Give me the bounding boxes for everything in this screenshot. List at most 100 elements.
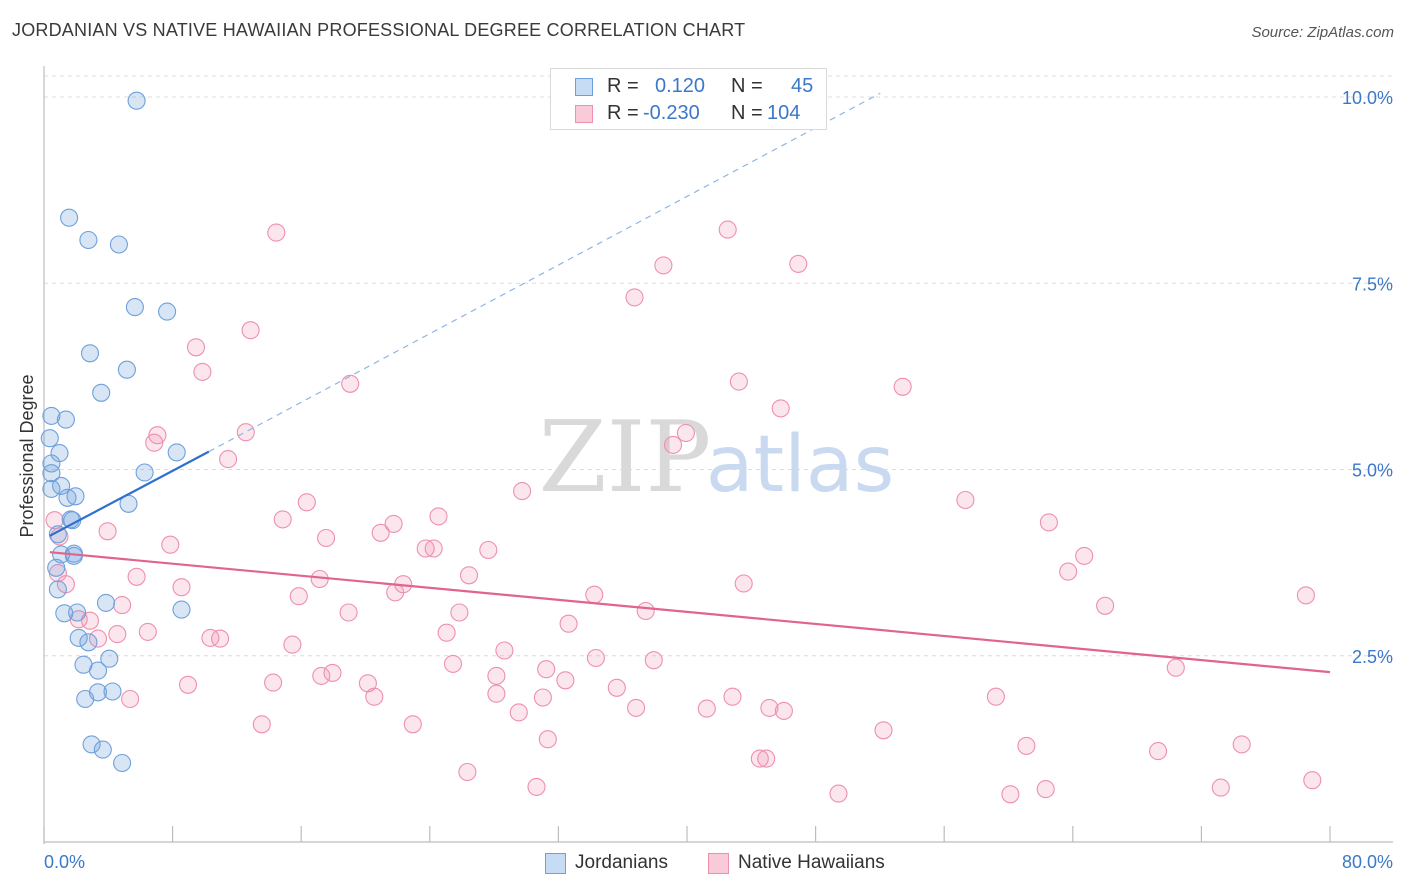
native-hawaiian-point (729, 372, 748, 391)
legend-n-label: N = (731, 75, 763, 97)
native-hawaiian-point (161, 535, 180, 554)
native-hawaiian-point (1036, 780, 1055, 799)
native-hawaiian-point (789, 254, 808, 273)
native-hawaiian-point (1001, 785, 1020, 804)
native-hawaiian-point (219, 450, 238, 469)
jordanian-point (172, 600, 191, 619)
native-hawaiian-point (487, 684, 506, 703)
native-hawaiian-point (450, 603, 469, 622)
jordanian-point (68, 603, 87, 622)
native-hawaiian-point (663, 435, 683, 454)
jordanian-point (117, 360, 136, 379)
native-hawaiian-point (718, 220, 737, 239)
correlation-legend: R = 0.120 N = 45 R = -0.230 N = 104 (550, 68, 827, 130)
native-hawaiian-point (145, 433, 164, 452)
native-hawaiian-point (98, 522, 117, 541)
jordanian-point (60, 208, 79, 227)
watermark-atlas: atlas (706, 420, 895, 510)
native-hawaiian-point (986, 687, 1005, 706)
y-axis-label: Professional Degree (17, 374, 37, 537)
native-hawaiian-point (312, 666, 331, 685)
native-hawaiian-point (252, 715, 271, 734)
native-hawaiian-point (1059, 562, 1078, 581)
native-hawaiian-point (186, 338, 206, 357)
trend-layer (49, 92, 1331, 674)
native-hawaiian-point (654, 256, 673, 275)
jordanian-point (167, 443, 186, 462)
jordanian-point (96, 593, 116, 612)
legend-n-value: 45 (791, 75, 814, 97)
y-tick-label: 7.5% (1352, 274, 1393, 294)
legend-swatch-jordanians (575, 78, 593, 96)
chart-title: JORDANIAN VS NATIVE HAWAIIAN PROFESSIONA… (12, 20, 746, 40)
native-hawaiian-point (429, 507, 448, 526)
native-hawaiian-point (384, 514, 403, 533)
legend-r-value: -0.230 (643, 102, 700, 124)
jordanian-point (92, 383, 111, 402)
native-hawaiian-point (509, 703, 528, 722)
jordanian-point (79, 230, 98, 250)
native-hawaiian-point (1232, 735, 1251, 754)
jordanian-point (113, 753, 132, 773)
native-hawaiian-point (771, 399, 790, 418)
axis-layer: 2.5% 5.0% 7.5% 10.0% 0.0% 80.0% (43, 66, 1393, 872)
native-hawaiian-point (172, 578, 191, 597)
jordanian-trend-extension (208, 92, 881, 453)
native-hawaiian-point (1039, 513, 1058, 532)
x-tick-label-min: 0.0% (44, 852, 85, 872)
native-hawaiian-point (45, 511, 64, 530)
native-hawaiian-point (1296, 586, 1315, 605)
y-tick-label: 2.5% (1352, 647, 1393, 667)
watermark: ZIP atlas (539, 401, 895, 515)
jordanian-point (135, 463, 154, 482)
native-hawaiian-point (956, 490, 975, 510)
native-hawaiian-point (339, 603, 358, 622)
jordanian-point (42, 406, 61, 425)
native-hawaiian-point (201, 628, 220, 647)
jordanian-point (40, 429, 59, 448)
bottom-legend-swatch-native-hawaiians (708, 853, 729, 874)
native-hawaiian-point (676, 423, 695, 443)
native-hawaiian-point (1166, 658, 1185, 677)
native-hawaiian-point (264, 673, 283, 692)
jordanian-point (48, 580, 67, 599)
native-hawaiian-point (341, 374, 360, 393)
jordanian-point (158, 302, 177, 321)
native-hawaiian-point (559, 614, 578, 633)
native-hawaiian-point (211, 629, 230, 648)
legend-r-label: R = (607, 102, 639, 124)
native-hawaiian-point (323, 663, 342, 682)
native-hawaiian-point (178, 675, 198, 694)
native-hawaiian-point (513, 482, 532, 501)
watermark-zip: ZIP (539, 401, 712, 515)
native-hawaiian-point (533, 688, 552, 707)
native-hawaiian-point (241, 321, 260, 340)
native-hawaiian-trend-line (49, 551, 1331, 674)
native-hawaiian-point (734, 574, 753, 593)
native-hawaiian-point (236, 423, 255, 442)
native-hawaiian-point (88, 629, 108, 648)
native-hawaiian-point (585, 585, 604, 604)
native-hawaiian-point (627, 698, 646, 717)
native-hawaiian-point (121, 689, 140, 709)
native-hawaiian-point (127, 567, 146, 586)
jordanian-point (88, 661, 108, 680)
native-hawaiian-point (625, 288, 644, 307)
native-hawaiian-point (1303, 771, 1322, 790)
legend-r-value: 0.120 (655, 75, 706, 97)
native-hawaiian-point (774, 701, 793, 720)
jordanian-point (127, 91, 146, 110)
native-hawaiian-point (750, 749, 769, 768)
jordanian-point (80, 344, 100, 363)
native-hawaiian-point (874, 721, 893, 740)
native-hawaiian-point (537, 660, 556, 679)
legend-r-label: R = (607, 75, 639, 97)
native-hawaiian-point (459, 566, 479, 585)
native-hawaiian-point (1096, 596, 1115, 615)
native-hawaiian-point (723, 687, 742, 706)
native-hawaiian-point (1075, 546, 1094, 565)
native-hawaiian-point (424, 539, 443, 558)
jordanian-point (69, 628, 88, 647)
jordanian-point (82, 735, 101, 754)
